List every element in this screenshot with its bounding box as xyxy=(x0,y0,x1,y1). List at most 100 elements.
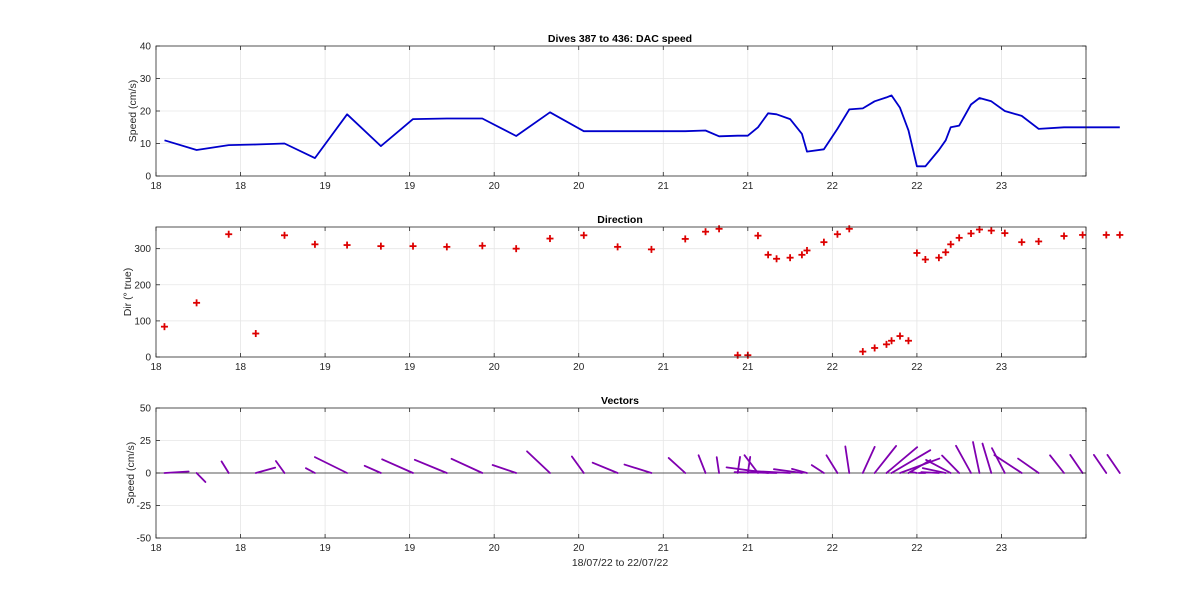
vector-stick xyxy=(314,456,348,474)
vector-stick xyxy=(920,471,940,474)
vector-stick xyxy=(909,470,918,474)
direction-point xyxy=(160,323,168,331)
vector-stick xyxy=(993,454,1023,474)
vectors-x-tick-label: 20 xyxy=(573,543,585,554)
direction-point xyxy=(888,337,896,345)
direction-x-tick-label: 22 xyxy=(911,362,923,373)
direction-panel: Direction Dir (° true) 18 18 19 19 20 20 21 21 2… xyxy=(122,214,1124,373)
speed-grid xyxy=(156,46,1086,176)
speed-line-series xyxy=(164,94,1120,168)
vector-stick xyxy=(274,460,286,474)
speed-x-tick-label: 22 xyxy=(827,181,839,192)
vector-stick xyxy=(1106,454,1121,474)
vector-stick xyxy=(955,444,972,474)
direction-point xyxy=(871,344,879,352)
direction-x-tick-label: 19 xyxy=(320,362,332,373)
speed-x-tick-label: 18 xyxy=(235,181,247,192)
direction-point xyxy=(409,242,417,250)
direction-x-tick-label: 20 xyxy=(489,362,501,373)
direction-point xyxy=(1035,237,1043,245)
direction-y-tick-label: 300 xyxy=(134,244,151,255)
direction-point xyxy=(702,228,710,236)
vector-stick xyxy=(220,460,230,474)
direction-point xyxy=(478,242,486,250)
direction-point xyxy=(512,245,520,253)
vector-stick xyxy=(1017,457,1040,474)
vectors-y-tick-label: 0 xyxy=(145,469,151,480)
vectors-sticks xyxy=(163,441,1121,483)
vectors-y-tick-label: -25 xyxy=(137,501,152,512)
direction-point xyxy=(754,232,762,240)
direction-point xyxy=(377,242,385,250)
direction-point xyxy=(681,235,689,243)
direction-point xyxy=(935,254,943,262)
vector-stick xyxy=(861,445,876,474)
direction-point xyxy=(820,238,828,246)
vector-stick xyxy=(991,447,1006,474)
direction-point xyxy=(942,248,950,256)
vectors-plot-title: Vectors xyxy=(601,395,639,407)
direction-point xyxy=(773,255,781,263)
direction-x-tick-label: 21 xyxy=(658,362,670,373)
vectors-x-tick-label: 19 xyxy=(404,543,416,554)
direction-point xyxy=(798,251,806,259)
vector-stick xyxy=(925,459,952,474)
vector-stick xyxy=(363,464,382,474)
direction-point xyxy=(614,243,622,251)
direction-point xyxy=(967,230,975,237)
speed-x-tick-label: 21 xyxy=(658,181,670,192)
vectors-x-axis-title: 18/07/22 to 22/07/22 xyxy=(572,557,668,569)
direction-point xyxy=(1102,231,1110,239)
speed-x-tick-label: 19 xyxy=(404,181,416,192)
vectors-y-axis-title: Speed (cm/s) xyxy=(125,442,137,504)
vector-stick xyxy=(413,458,448,474)
direction-point xyxy=(225,230,233,238)
direction-point xyxy=(882,340,890,348)
vector-stick xyxy=(750,470,791,474)
speed-y-tick-label: 20 xyxy=(140,107,152,118)
vectors-x-tick-label: 22 xyxy=(827,543,839,554)
vector-stick xyxy=(450,457,484,474)
vector-stick xyxy=(715,456,720,474)
vector-stick xyxy=(907,459,932,474)
vector-stick xyxy=(972,441,981,474)
direction-point xyxy=(580,231,588,239)
direction-point xyxy=(955,234,963,242)
speed-ticks: 18 18 19 19 20 20 21 21 22 22 23 0 10 20 30 40 xyxy=(140,42,1087,192)
speed-x-tick-label: 18 xyxy=(150,181,162,192)
direction-point xyxy=(1018,238,1026,246)
vector-stick xyxy=(873,445,898,474)
direction-point xyxy=(343,241,351,249)
direction-point xyxy=(833,230,841,238)
vector-stick xyxy=(570,455,585,474)
speed-y-axis-title: Speed (cm/s) xyxy=(127,80,139,142)
direction-y-tick-label: 100 xyxy=(134,316,151,327)
vectors-x-tick-label: 22 xyxy=(911,543,923,554)
direction-point xyxy=(913,249,921,257)
vectors-x-tick-label: 20 xyxy=(489,543,501,554)
vector-stick xyxy=(195,472,207,483)
direction-point xyxy=(252,330,260,338)
vectors-y-tick-label: 25 xyxy=(140,436,152,447)
vector-stick xyxy=(810,464,825,474)
vectors-y-tick-label: 50 xyxy=(140,404,152,415)
direction-ticks: 18 18 19 19 20 20 21 21 22 22 23 0 100 200 300 xyxy=(134,227,1087,373)
direction-point xyxy=(803,246,811,254)
vectors-ticks: 18 18 19 19 20 20 21 21 22 22 23 -50 -25 0 25 50 xyxy=(137,404,1087,554)
vector-stick xyxy=(623,463,653,474)
vectors-panel: Vectors Speed (cm/s) 18 18 19 19 20 20 21 21 22 2… xyxy=(125,395,1121,569)
direction-x-tick-label: 23 xyxy=(996,362,1008,373)
vectors-x-tick-label: 19 xyxy=(320,543,332,554)
vector-stick xyxy=(254,466,277,474)
speed-x-tick-label: 23 xyxy=(996,181,1008,192)
direction-point xyxy=(845,225,853,233)
vector-stick xyxy=(526,450,551,474)
vectors-x-tick-label: 18 xyxy=(235,543,247,554)
vector-stick xyxy=(941,454,961,474)
vectors-x-tick-label: 21 xyxy=(658,543,670,554)
direction-x-tick-label: 18 xyxy=(150,362,162,373)
direction-point xyxy=(715,225,723,233)
direction-y-tick-label: 0 xyxy=(145,353,151,364)
speed-panel: Dives 387 to 436: DAC speed Speed (cm/s)… xyxy=(127,33,1120,192)
